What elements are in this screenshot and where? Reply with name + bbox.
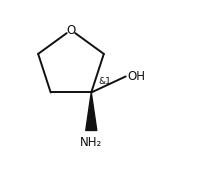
- Text: &1: &1: [98, 77, 111, 86]
- Text: NH₂: NH₂: [80, 136, 102, 149]
- Text: O: O: [66, 23, 76, 37]
- Polygon shape: [86, 93, 97, 130]
- Text: OH: OH: [127, 70, 145, 83]
